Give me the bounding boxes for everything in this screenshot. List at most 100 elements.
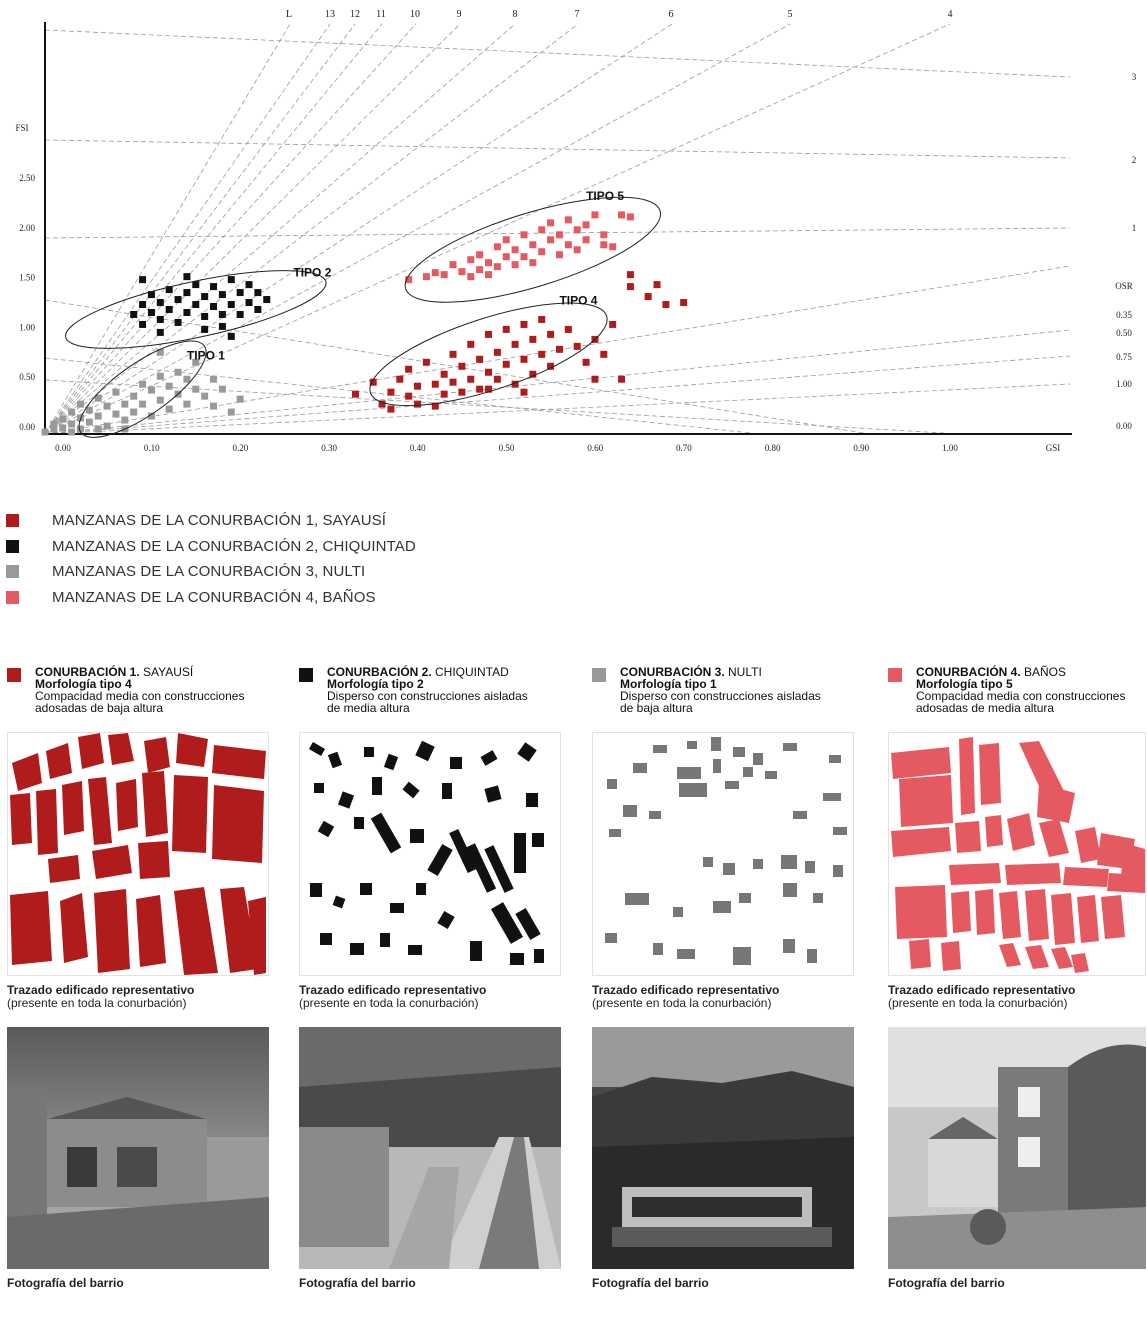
- y-tick-label: 2.50: [19, 173, 35, 183]
- data-point: [547, 219, 555, 227]
- x-tick-label: 0.80: [765, 443, 781, 453]
- plan-caption-sub: (presente en toda la conurbación): [299, 996, 479, 1010]
- osr-line-label: 1: [1132, 223, 1137, 233]
- data-point: [85, 418, 93, 426]
- layer-line-label: 5: [788, 9, 793, 20]
- card-header: CONURBACIÓN 1. SAYAUSÍ Morfología tipo 4…: [7, 666, 269, 732]
- legend-label: MANZANAS DE LA CONURBACIÓN 3, NULTI: [52, 563, 366, 581]
- data-point: [156, 396, 164, 404]
- data-point: [529, 241, 537, 249]
- legend-label: MANZANAS DE LA CONURBACIÓN 4, BAÑOS: [52, 589, 376, 607]
- data-point: [485, 368, 492, 376]
- data-point: [502, 325, 510, 333]
- data-point: [609, 243, 617, 251]
- data-point: [582, 358, 590, 366]
- plan-caption-sub: (presente en toda la conurbación): [592, 996, 772, 1010]
- legend-swatch-chiquintad: [6, 539, 19, 553]
- data-point: [431, 269, 439, 277]
- data-point: [254, 306, 262, 313]
- data-point: [618, 211, 626, 219]
- osr-line: [44, 299, 871, 435]
- card-header: CONURBACIÓN 2. CHIQUINTAD Morfología tip…: [299, 666, 561, 732]
- data-point: [467, 340, 475, 348]
- data-point: [227, 408, 235, 416]
- data-point: [555, 345, 563, 353]
- data-point: [414, 400, 422, 408]
- data-point: [520, 355, 528, 363]
- osr-line-label: 0.50: [1116, 328, 1132, 338]
- neighborhood-photo: [299, 1027, 561, 1269]
- card-title-name: CHIQUINTAD: [431, 665, 509, 679]
- data-point: [227, 301, 235, 309]
- data-point: [174, 368, 182, 376]
- data-point: [449, 350, 457, 358]
- data-point: [600, 241, 608, 249]
- data-point: [147, 291, 155, 299]
- card-title-name: BAÑOS: [1020, 665, 1067, 679]
- card-desc-line2: adosadas de baja altura: [35, 701, 164, 715]
- data-point: [520, 388, 528, 396]
- conurbation-card-banos: CONURBACIÓN 4. BAÑOS Morfología tipo 5 C…: [888, 666, 1146, 1290]
- data-point: [396, 375, 404, 383]
- data-point: [156, 299, 164, 307]
- data-point: [591, 211, 599, 219]
- data-point: [644, 293, 652, 301]
- data-point: [458, 388, 466, 396]
- data-point: [458, 362, 466, 370]
- x-tick-label: 1.00: [942, 443, 958, 453]
- data-point: [156, 348, 164, 356]
- data-point: [653, 281, 661, 289]
- card-title-name: NULTI: [724, 665, 762, 679]
- data-point: [245, 299, 253, 307]
- data-point: [192, 358, 200, 366]
- data-point: [50, 420, 58, 428]
- data-point: [165, 286, 173, 294]
- data-point: [236, 289, 244, 297]
- data-point: [183, 289, 191, 297]
- data-point: [210, 303, 218, 311]
- chart-legend: MANZANAS DE LA CONURBACIÓN 1, SAYAUSÍ MA…: [6, 508, 416, 610]
- card-header: CONURBACIÓN 4. BAÑOS Morfología tipo 5 C…: [888, 666, 1146, 732]
- data-point: [502, 253, 510, 261]
- layer-line: [44, 23, 461, 435]
- photo-caption: Fotografía del barrio: [888, 1276, 1005, 1290]
- data-point: [680, 299, 688, 307]
- card-swatch: [299, 668, 313, 682]
- data-point: [600, 350, 608, 358]
- card-title-name: SAYAUSÍ: [139, 665, 194, 679]
- layer-line: [44, 23, 331, 435]
- group-ellipse: [404, 196, 662, 303]
- data-point: [476, 355, 484, 363]
- data-point: [210, 283, 218, 291]
- data-point: [139, 320, 147, 328]
- osr-line: [44, 379, 961, 435]
- card-header: CONURBACIÓN 3. NULTI Morfología tipo 1 D…: [592, 666, 854, 732]
- layer-line-label: 11: [376, 9, 386, 20]
- group-label: TIPO 5: [586, 189, 624, 203]
- card-title-bold: CONURBACIÓN 4.: [916, 665, 1021, 679]
- data-point: [485, 259, 492, 267]
- data-point: [573, 342, 581, 350]
- data-point: [139, 301, 147, 309]
- data-point: [156, 315, 164, 323]
- legend-label: MANZANAS DE LA CONURBACIÓN 2, CHIQUINTAD: [52, 537, 416, 555]
- card-swatch: [592, 668, 606, 682]
- data-point: [449, 261, 457, 269]
- data-point: [94, 425, 102, 433]
- group-ellipse: [78, 340, 207, 438]
- photo-caption: Fotografía del barrio: [7, 1276, 124, 1290]
- photo-caption: Fotografía del barrio: [299, 1276, 416, 1290]
- y-tick-label: 1.50: [19, 273, 35, 283]
- data-point: [520, 231, 528, 239]
- x-tick-label: 0.00: [55, 443, 71, 453]
- data-point: [422, 358, 430, 366]
- data-point: [192, 301, 200, 309]
- data-point: [139, 380, 147, 388]
- legend-swatch-sayausi: [6, 514, 19, 528]
- data-point: [493, 243, 501, 251]
- layer-line: [44, 23, 951, 435]
- data-point: [422, 273, 430, 281]
- data-point: [183, 400, 191, 408]
- neighborhood-photo: [592, 1027, 854, 1269]
- legend-item: MANZANAS DE LA CONURBACIÓN 3, NULTI: [6, 559, 416, 585]
